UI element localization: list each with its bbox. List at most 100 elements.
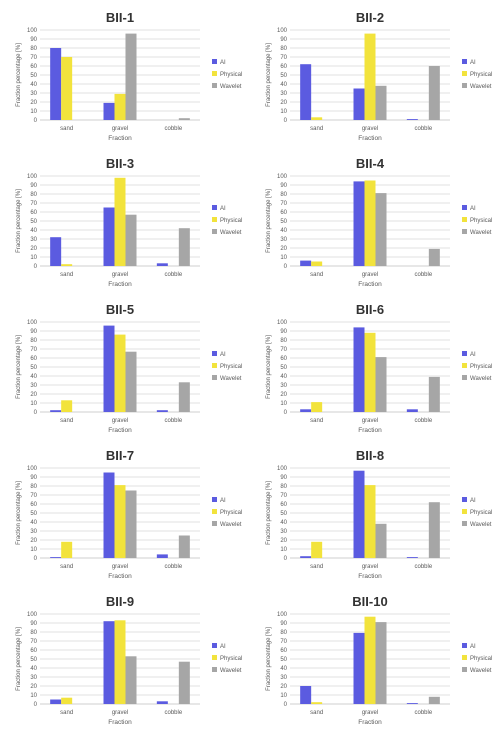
legend-swatch (462, 363, 467, 368)
x-tick-label: sand (310, 418, 323, 424)
chart-panel: BII-1 0 10 20 30 40 50 60 70 80 90 100 Fraction perc… (16, 10, 242, 142)
legend-label: Physical (470, 72, 492, 78)
y-tick-label: 30 (280, 383, 287, 389)
chart-title: BII-6 (356, 302, 384, 317)
legend-label: AI (220, 644, 226, 650)
legend-swatch (212, 217, 217, 222)
y-tick-label: 40 (280, 520, 287, 526)
y-tick-label: 80 (30, 46, 37, 52)
legend-swatch (212, 509, 217, 514)
bar-ai-cobble (406, 703, 418, 704)
chart-panel: BII-8 0 10 20 30 40 50 60 70 80 90 100 Fraction perc… (266, 448, 492, 580)
y-tick-label: 30 (280, 91, 287, 97)
x-axis-label: Fraction (108, 573, 132, 580)
y-tick-label: 0 (284, 702, 288, 708)
bar-ai-gravel (353, 181, 365, 266)
bar-wavelet-cobble (178, 661, 190, 704)
y-tick-label: 70 (280, 493, 287, 499)
bar-ai-cobble (406, 557, 418, 558)
y-tick-label: 90 (30, 183, 37, 189)
chart-title: BII-3 (106, 156, 134, 171)
x-tick-label: gravel (112, 418, 128, 424)
legend-swatch (462, 205, 467, 210)
x-tick-label: sand (310, 272, 323, 278)
y-tick-label: 90 (30, 37, 37, 43)
y-tick-label: 20 (280, 392, 287, 398)
y-tick-label: 10 (280, 547, 287, 553)
bar-ai-gravel (353, 632, 365, 704)
y-tick-label: 70 (30, 493, 37, 499)
legend-label: Physical (470, 510, 492, 516)
bar-ai-sand (50, 699, 62, 704)
bar-ai-sand (300, 686, 312, 704)
y-tick-label: 40 (30, 374, 37, 380)
bar-ai-gravel (103, 102, 115, 120)
bar-wavelet-cobble (428, 696, 440, 704)
legend-swatch (212, 229, 217, 234)
bar-physical-gravel (364, 180, 376, 266)
x-tick-label: gravel (362, 418, 378, 424)
bar-ai-gravel (103, 621, 115, 704)
y-tick-label: 60 (30, 502, 37, 508)
chart-panel: BII-10 0 10 20 30 40 50 60 70 80 90 100 Fraction per… (266, 594, 492, 726)
y-tick-label: 50 (30, 219, 37, 225)
legend-swatch (212, 351, 217, 356)
y-tick-label: 100 (27, 320, 38, 326)
x-tick-label: cobble (414, 564, 432, 570)
y-tick-label: 20 (280, 538, 287, 544)
y-tick-label: 40 (280, 666, 287, 672)
x-tick-label: cobble (414, 272, 432, 278)
x-tick-label: gravel (362, 710, 378, 716)
y-tick-label: 0 (34, 118, 38, 124)
x-tick-label: sand (310, 710, 323, 716)
bar-ai-gravel (353, 470, 365, 558)
x-tick-label: sand (60, 126, 73, 132)
y-tick-label: 50 (280, 657, 287, 663)
y-tick-label: 20 (30, 538, 37, 544)
legend-swatch (212, 667, 217, 672)
y-tick-label: 100 (277, 28, 288, 34)
x-axis-label: Fraction (358, 719, 382, 726)
x-axis-label: Fraction (358, 135, 382, 142)
y-axis-label: Fraction percentage [%] (16, 627, 22, 691)
y-tick-label: 10 (30, 109, 37, 115)
legend-label: AI (470, 60, 476, 66)
legend-label: AI (470, 498, 476, 504)
bar-physical-sand (61, 264, 73, 266)
y-tick-label: 20 (280, 246, 287, 252)
legend-label: Physical (220, 218, 242, 224)
bar-ai-sand (300, 260, 312, 266)
y-tick-label: 80 (280, 484, 287, 490)
y-tick-label: 0 (34, 410, 38, 416)
x-axis-label: Fraction (108, 427, 132, 434)
y-tick-label: 30 (30, 529, 37, 535)
y-tick-label: 100 (277, 612, 288, 618)
legend-label: AI (220, 352, 226, 358)
y-tick-label: 80 (280, 192, 287, 198)
y-tick-label: 0 (284, 410, 288, 416)
legend-label: AI (470, 352, 476, 358)
legend-swatch (212, 83, 217, 88)
x-tick-label: cobble (164, 272, 182, 278)
y-tick-label: 50 (280, 511, 287, 517)
legend-swatch (462, 71, 467, 76)
bar-ai-sand (300, 409, 312, 412)
x-tick-label: gravel (362, 564, 378, 570)
y-axis-label: Fraction percentage [%] (16, 189, 22, 253)
y-tick-label: 60 (30, 210, 37, 216)
y-tick-label: 70 (30, 201, 37, 207)
y-tick-label: 10 (280, 109, 287, 115)
x-tick-label: cobble (164, 564, 182, 570)
y-tick-label: 100 (277, 320, 288, 326)
x-tick-label: gravel (112, 710, 128, 716)
x-tick-label: sand (310, 564, 323, 570)
bar-ai-cobble (156, 263, 168, 266)
x-tick-label: cobble (414, 710, 432, 716)
legend-label: Physical (470, 218, 492, 224)
chart-title: BII-2 (356, 10, 384, 25)
bar-physical-gravel (114, 93, 126, 120)
y-tick-label: 60 (30, 356, 37, 362)
bar-wavelet-cobble (428, 248, 440, 266)
legend-swatch (212, 71, 217, 76)
bar-wavelet-gravel (375, 357, 387, 412)
